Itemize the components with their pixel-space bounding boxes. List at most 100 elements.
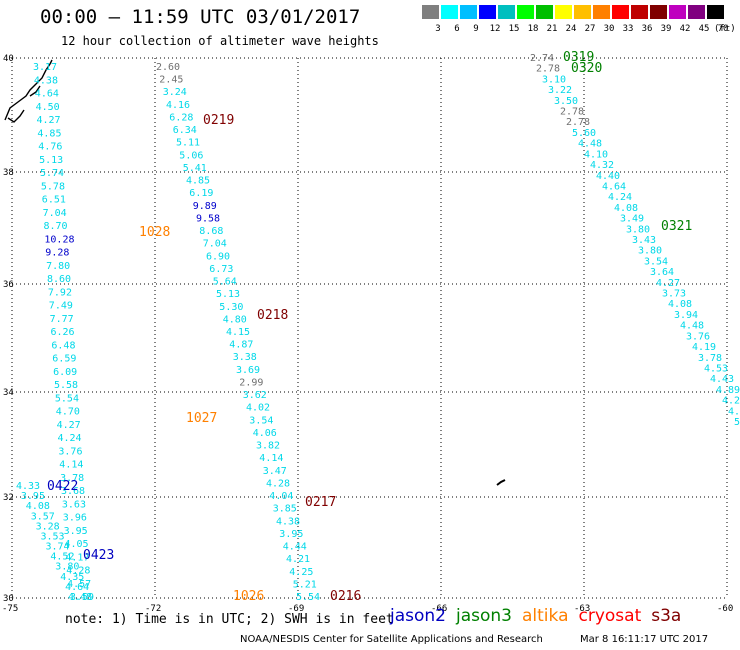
wave-height-value: 4.43 <box>710 374 734 385</box>
pass-id-label: 0423 <box>83 548 114 563</box>
pass-id-label: 0320 <box>571 61 602 76</box>
wave-height-value: 4.64 <box>35 89 59 100</box>
wave-height-value: 4.87 <box>229 340 253 351</box>
wave-height-value: 3.80 <box>626 224 650 235</box>
legend-swatch <box>612 5 629 19</box>
wave-height-value: 3.78 <box>698 353 722 364</box>
latitude-tick-label: 40 <box>3 54 14 64</box>
wave-height-value: 9.28 <box>45 248 69 259</box>
wave-height-value: 3.73 <box>662 289 686 300</box>
wave-height-value: 2.74 <box>530 53 554 64</box>
satellite-legend: jason2 jason3 altika cryosat s3a <box>390 606 691 626</box>
legend-label: 6 <box>454 24 460 34</box>
legend-swatch <box>631 5 648 19</box>
legend-label: 12 <box>489 24 501 34</box>
satellite-name: cryosat <box>578 606 642 626</box>
wave-height-value: 5.74 <box>40 168 64 179</box>
legend-label: 21 <box>546 24 558 34</box>
wave-height-value: 4.06 <box>253 428 277 439</box>
wave-height-value: 7.49 <box>49 301 73 312</box>
track-value-labels: 3.17 4.38 4.64 4.50 4.27 4.85 4.76 5.13 5.74 5.78… <box>16 53 740 603</box>
wave-height-value: 4.3 <box>728 406 740 417</box>
wave-height-value: 3.76 <box>686 331 710 342</box>
legend-swatch <box>460 5 477 19</box>
credit-text: NOAA/NESDIS Center for Satellite Applica… <box>240 634 543 645</box>
wave-height-value: 4.89 <box>716 385 740 396</box>
wave-height-value: 5.21 <box>293 579 317 590</box>
wave-height-value: 8.68 <box>199 226 223 237</box>
longitude-tick-label: -69 <box>288 604 304 614</box>
wave-height-value: 4.64 <box>602 182 626 193</box>
legend-label: 27 <box>584 24 596 34</box>
wave-height-value: 5.78 <box>41 181 65 192</box>
wave-height-value: 7.77 <box>50 314 74 325</box>
wave-height-value: 3.57 <box>31 511 55 522</box>
map-subtitle: 12 hour collection of altimeter wave hei… <box>61 34 379 48</box>
wave-height-value: 8.60 <box>47 274 71 285</box>
wave-height-value: 6.59 <box>52 354 76 365</box>
footer-note: note: 1) Time is in UTC; 2) SWH is in fe… <box>65 612 394 627</box>
wave-height-value: 4.70 <box>56 407 80 418</box>
wave-height-value: 6.19 <box>189 188 213 199</box>
wave-height-value: 3.68 <box>61 486 85 497</box>
wave-height-value: 3.38 <box>233 352 257 363</box>
wave-height-value: 4.04 <box>269 491 293 502</box>
pass-id-label: 0218 <box>257 308 288 323</box>
latitude-tick-label: 32 <box>3 493 14 503</box>
wave-height-value: 3.76 <box>58 446 82 457</box>
wave-height-value: 4.25 <box>289 567 313 578</box>
wave-height-value: 4.17 <box>65 552 89 563</box>
legend-label: 24 <box>565 24 577 34</box>
legend-label: 18 <box>527 24 539 34</box>
wave-height-value: 4.40 <box>596 171 620 182</box>
pass-id-label: 0319 <box>563 50 594 65</box>
legend-swatch <box>479 5 496 19</box>
wave-height-value: 9.89 <box>193 201 217 212</box>
wave-height-value: 4.24 <box>608 192 632 203</box>
wave-height-value: 10.28 <box>44 234 74 245</box>
longitude-tick-label: -60 <box>717 604 733 614</box>
wave-height-value: 4.10 <box>584 149 608 160</box>
pass-id-label: 0219 <box>203 113 234 128</box>
pass-id-label: 1026 <box>233 589 264 604</box>
wave-height-value: 2.78 <box>560 107 584 118</box>
wave-height-value: 2.60 <box>156 62 180 73</box>
wave-height-value: 4.48 <box>680 321 704 332</box>
wave-height-value: 4.44 <box>283 542 307 553</box>
wave-height-value: 5.41 <box>183 163 207 174</box>
wave-height-value: 9.58 <box>196 213 220 224</box>
wave-height-value: 6.73 <box>209 264 233 275</box>
pass-id-label: 0217 <box>305 495 336 510</box>
wave-height-value: 6.28 <box>169 113 193 124</box>
wave-height-value: 4.35 <box>60 572 84 583</box>
coastline-icon <box>4 59 53 123</box>
wave-height-value: 4.48 <box>68 592 92 603</box>
wave-height-value: 3.24 <box>163 87 187 98</box>
wave-height-value: 5.11 <box>176 138 200 149</box>
wave-height-value: 3.22 <box>548 85 572 96</box>
wave-height-value: 3.80 <box>638 246 662 257</box>
wave-height-value: 3.95 <box>279 529 303 540</box>
wave-height-value: 7.92 <box>48 287 72 298</box>
wave-height-value: 4.28 <box>66 566 90 577</box>
legend-swatch <box>498 5 515 19</box>
pass-id-label: 0216 <box>330 589 361 604</box>
satellite-name: jason2 <box>390 606 446 626</box>
wave-height-value: 7.04 <box>43 208 67 219</box>
wave-height-value: 3.54 <box>644 256 668 267</box>
coastline-shape <box>4 59 506 486</box>
lat-lon-grid <box>11 57 728 599</box>
satellite-name: jason3 <box>456 606 512 626</box>
wave-height-value: 5.64 <box>213 277 237 288</box>
legend-label: 30 <box>603 24 615 34</box>
legend-swatch <box>574 5 591 19</box>
wave-height-value: 3.59 <box>70 592 94 603</box>
wave-height-value: 4.85 <box>186 176 210 187</box>
wave-height-value: 4.14 <box>59 460 83 471</box>
wave-height-value: 4.08 <box>668 299 692 310</box>
wave-height-value: 3.28 <box>36 521 60 532</box>
latitude-tick-label: 38 <box>3 168 14 178</box>
wave-height-value: 4.21 <box>286 554 310 565</box>
legend-label: 9 <box>473 24 479 34</box>
